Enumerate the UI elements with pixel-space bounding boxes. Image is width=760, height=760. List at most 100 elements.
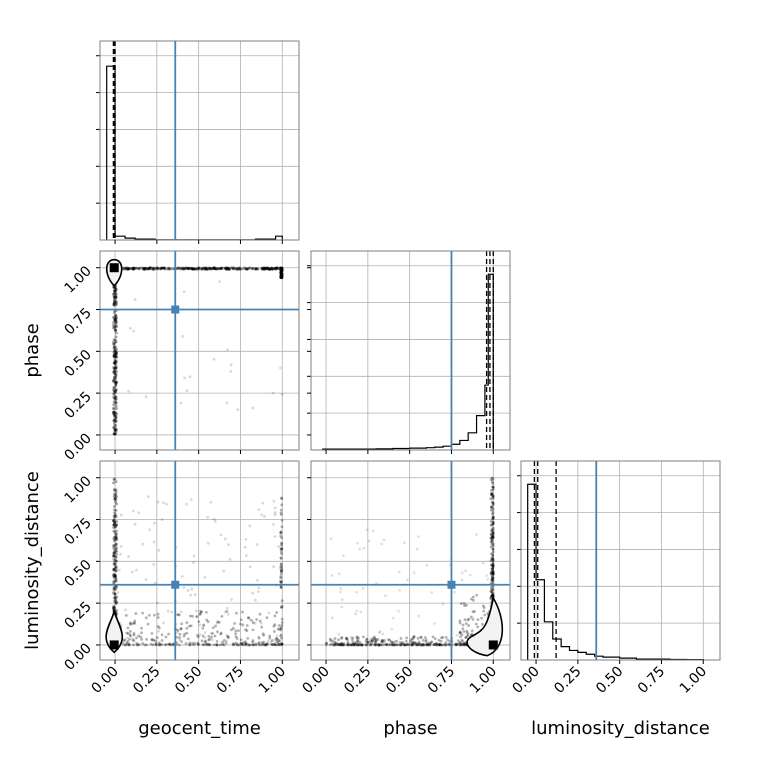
scatter-point xyxy=(254,267,257,271)
scatter-point xyxy=(114,345,118,349)
scatter-point xyxy=(113,328,117,332)
scatter-point xyxy=(184,642,188,645)
scatter-point xyxy=(113,396,117,400)
scatter-point xyxy=(112,294,116,298)
scatter-point xyxy=(357,636,360,640)
scatter-point xyxy=(357,643,361,647)
scatter-point xyxy=(205,267,209,271)
scatter-point xyxy=(113,296,117,300)
scatter-point xyxy=(246,643,250,647)
scatter-point xyxy=(280,275,284,279)
scatter-point xyxy=(265,616,269,620)
scatter-point xyxy=(113,595,117,599)
scatter-point xyxy=(119,513,123,517)
scatter-point xyxy=(280,617,284,621)
scatter-point xyxy=(112,588,116,592)
scatter-point xyxy=(114,377,118,380)
scatter-point xyxy=(113,428,117,432)
scatter-point xyxy=(234,641,238,645)
scatter-point xyxy=(222,643,226,647)
scatter-point xyxy=(275,266,279,270)
scatter-point xyxy=(112,587,116,590)
scatter-point xyxy=(187,267,191,270)
scatter-point xyxy=(279,580,283,584)
scatter-point xyxy=(133,619,137,623)
scatter-point xyxy=(124,643,128,647)
scatter-point xyxy=(215,643,219,647)
scatter-point xyxy=(218,280,222,283)
scatter-point xyxy=(467,624,470,627)
scatter-point xyxy=(365,637,369,641)
scatter-point xyxy=(230,266,234,270)
scatter-point xyxy=(280,392,284,396)
scatter-point xyxy=(490,505,494,509)
scatter-point xyxy=(214,267,217,271)
scatter-point xyxy=(255,267,258,271)
scatter-point xyxy=(112,386,116,389)
scatter-point xyxy=(370,637,373,641)
scatter-point xyxy=(113,593,117,596)
scatter-point xyxy=(223,610,227,614)
scatter-point xyxy=(268,634,272,638)
scatter-point xyxy=(113,317,117,321)
scatter-point xyxy=(208,266,212,270)
scatter-point xyxy=(482,609,486,613)
scatter-point xyxy=(200,267,204,271)
scatter-point xyxy=(257,586,261,590)
panel-geocent_time-geocent_time xyxy=(96,41,299,241)
scatter-point xyxy=(182,586,186,590)
scatter-point xyxy=(237,266,241,270)
scatter-point xyxy=(114,383,118,387)
scatter-point xyxy=(338,642,341,646)
scatter-point xyxy=(137,643,141,646)
scatter-point xyxy=(119,552,122,556)
scatter-point xyxy=(113,515,117,519)
scatter-point xyxy=(341,643,344,647)
scatter-point xyxy=(115,348,118,351)
scatter-point xyxy=(112,321,115,325)
scatter-point xyxy=(113,361,117,365)
scatter-point xyxy=(115,355,119,359)
x-tick-label: 1.00 xyxy=(467,664,500,697)
scatter-point xyxy=(433,637,437,641)
scatter-point xyxy=(195,267,199,271)
scatter-point xyxy=(144,616,148,620)
scatter-point xyxy=(114,498,118,501)
scatter-point xyxy=(185,266,189,270)
scatter-point xyxy=(273,643,277,646)
scatter-point xyxy=(142,267,146,271)
scatter-point xyxy=(405,636,408,640)
scatter-point xyxy=(273,643,277,647)
scatter-point xyxy=(127,389,130,393)
scatter-point xyxy=(471,595,475,599)
scatter-point xyxy=(466,633,470,637)
scatter-point xyxy=(114,577,118,581)
scatter-point xyxy=(491,573,495,576)
scatter-point xyxy=(192,267,196,271)
scatter-point xyxy=(362,546,366,550)
scatter-point xyxy=(245,267,249,271)
scatter-point xyxy=(195,633,199,637)
scatter-point xyxy=(279,641,283,645)
scatter-point xyxy=(352,642,356,646)
scatter-point xyxy=(113,361,117,365)
scatter-point xyxy=(490,492,493,495)
scatter-point xyxy=(113,592,117,596)
density-peak xyxy=(109,263,119,273)
scatter-point xyxy=(230,628,233,632)
scatter-point xyxy=(244,554,248,558)
scatter-point xyxy=(340,642,344,646)
scatter-point xyxy=(350,638,354,642)
scatter-point xyxy=(113,325,117,329)
scatter-point xyxy=(223,267,227,271)
scatter-point xyxy=(238,266,241,270)
scatter-point xyxy=(114,494,118,497)
scatter-point xyxy=(112,576,116,579)
scatter-point xyxy=(113,397,117,401)
scatter-point xyxy=(112,419,116,423)
scatter-point xyxy=(280,268,284,272)
scatter-point xyxy=(130,570,134,574)
scatter-point xyxy=(112,296,116,299)
scatter-point xyxy=(185,389,189,393)
scatter-point xyxy=(146,266,149,270)
